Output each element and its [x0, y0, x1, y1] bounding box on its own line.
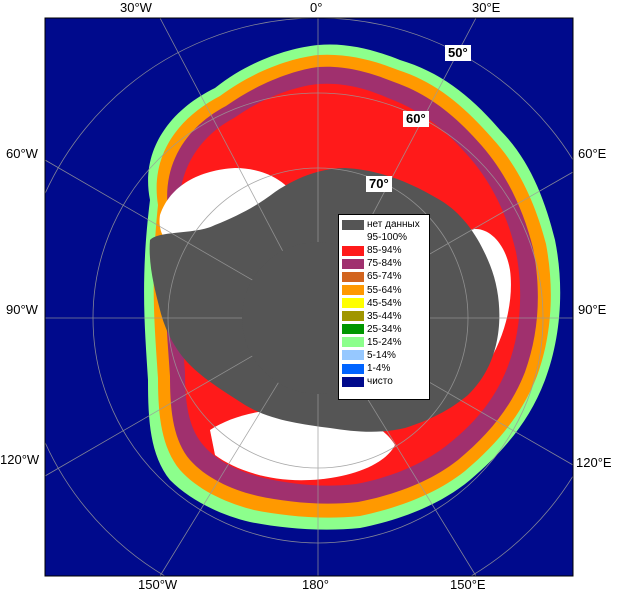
longitude-label-30e: 30°E — [472, 0, 501, 15]
legend-swatch — [342, 298, 364, 309]
legend-item: 75-84% — [342, 257, 426, 270]
latitude-label-70: 70° — [366, 176, 392, 192]
legend-label: 45-54% — [367, 297, 402, 309]
legend-swatch — [342, 363, 364, 374]
longitude-label-120w: 120°W — [0, 452, 40, 467]
legend-label: 95-100% — [367, 232, 408, 244]
legend-item: 65-74% — [342, 270, 426, 283]
map-frame — [44, 17, 574, 577]
legend-swatch — [342, 245, 364, 256]
latitude-label-60: 60° — [403, 111, 429, 127]
longitude-label-120e: 120°E — [576, 455, 612, 470]
concentration-legend: нет данных 95-100% 85-94% 75-84% 65-74% 55-64… — [338, 214, 430, 400]
longitude-label-60w: 60°W — [6, 146, 38, 161]
legend-item: 15-24% — [342, 336, 426, 349]
legend-swatch — [342, 376, 364, 387]
legend-swatch — [342, 232, 364, 243]
longitude-label-150e: 150°E — [450, 577, 486, 592]
legend-swatch — [342, 219, 364, 230]
legend-item: нет данных — [342, 218, 426, 231]
legend-swatch — [342, 337, 364, 348]
legend-label: 55-64% — [367, 284, 402, 296]
legend-item: 45-54% — [342, 297, 426, 310]
legend-label: 75-84% — [367, 258, 402, 270]
legend-swatch — [342, 311, 364, 322]
legend-item: 5-14% — [342, 349, 426, 362]
longitude-label-150w: 150°W — [138, 577, 178, 592]
longitude-label-30w: 30°W — [120, 0, 152, 15]
longitude-label-60e: 60°E — [578, 146, 607, 161]
legend-label: 85-94% — [367, 245, 402, 257]
legend-label: 35-44% — [367, 310, 402, 322]
longitude-label-0: 0° — [310, 0, 323, 15]
legend-swatch — [342, 271, 364, 282]
legend-label: 25-34% — [367, 323, 402, 335]
latitude-label-50: 50° — [445, 45, 471, 61]
legend-item: 55-64% — [342, 283, 426, 296]
legend-label: 15-24% — [367, 336, 402, 348]
legend-label: чисто — [367, 376, 393, 388]
legend-label: 65-74% — [367, 271, 402, 283]
legend-item: 35-44% — [342, 310, 426, 323]
legend-item: 95-100% — [342, 231, 426, 244]
longitude-label-90e: 90°E — [578, 302, 607, 317]
legend-swatch — [342, 258, 364, 269]
legend-label: 1-4% — [367, 363, 391, 375]
legend-swatch — [342, 350, 364, 361]
longitude-label-90w: 90°W — [6, 302, 38, 317]
legend-swatch — [342, 285, 364, 296]
longitude-label-180: 180° — [302, 577, 329, 592]
legend-item: 85-94% — [342, 244, 426, 257]
legend-item: 1-4% — [342, 362, 426, 375]
legend-swatch — [342, 324, 364, 335]
legend-item: чисто — [342, 375, 426, 388]
legend-item: 25-34% — [342, 323, 426, 336]
legend-label: нет данных — [367, 219, 420, 231]
legend-label: 5-14% — [367, 349, 396, 361]
